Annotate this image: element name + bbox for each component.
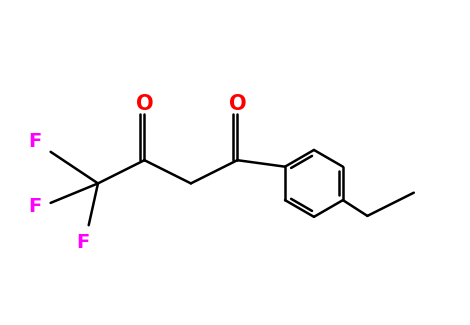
Text: F: F — [29, 197, 42, 216]
Text: O: O — [136, 94, 153, 113]
Text: F: F — [77, 233, 90, 252]
Text: F: F — [29, 132, 42, 151]
Text: O: O — [228, 94, 246, 113]
